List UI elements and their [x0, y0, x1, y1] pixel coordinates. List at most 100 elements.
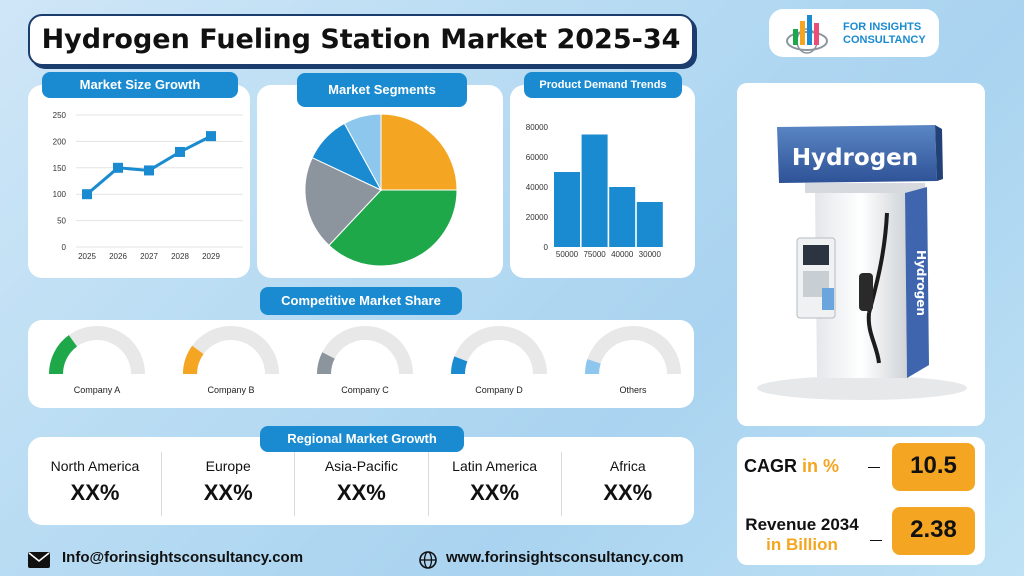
- x-tick-label: 2027: [140, 252, 158, 261]
- cagr-label-text: CAGR: [744, 456, 797, 476]
- data-point: [206, 131, 216, 142]
- market-size-header: Market Size Growth: [42, 72, 238, 98]
- revenue-dash: [870, 540, 882, 541]
- region-value: XX%: [336, 480, 386, 505]
- y-tick-label: 200: [53, 137, 67, 146]
- pump-side-text: Hydrogen: [914, 250, 928, 316]
- y-tick-label: 0: [544, 243, 549, 252]
- x-tick-label: 75000: [583, 250, 606, 259]
- hydrogen-pump-illustration: Hydrogen Hydrogen: [757, 125, 967, 400]
- demand-header: Product Demand Trends: [524, 72, 682, 98]
- regional-header: Regional Market Growth: [260, 426, 464, 452]
- revenue-value: 2.38: [892, 507, 975, 555]
- gauge-label: Company C: [341, 385, 389, 395]
- gauge-3: [317, 326, 413, 374]
- y-tick-label: 20000: [526, 213, 549, 222]
- revenue-label: Revenue 2034 in Billion: [741, 515, 863, 555]
- x-tick-label: 50000: [556, 250, 579, 259]
- gauge-2: [183, 326, 279, 374]
- pie-slice: [328, 189, 458, 267]
- logo-line2: CONSULTANCY: [843, 34, 926, 46]
- region-name: Africa: [609, 458, 646, 474]
- region-name: Latin America: [452, 458, 537, 474]
- data-point: [82, 189, 92, 200]
- bar: [581, 134, 608, 247]
- cagr-unit: in %: [802, 456, 840, 476]
- y-tick-label: 0: [62, 243, 67, 252]
- gauge-track: [49, 326, 145, 374]
- series-line: [86, 134, 212, 196]
- pie-slice: [380, 113, 458, 191]
- logo-line1: FOR INSIGHTS: [843, 21, 922, 33]
- x-tick-label: 2029: [202, 252, 220, 261]
- pump-sign-text: Hydrogen: [792, 145, 918, 171]
- cagr-dash: [868, 467, 880, 468]
- region-value: XX%: [203, 480, 253, 505]
- pie-slice: [304, 156, 382, 247]
- competitive-header: Competitive Market Share: [260, 287, 462, 315]
- y-tick-label: 50: [57, 217, 66, 226]
- y-tick-label: 60000: [526, 153, 549, 162]
- revenue-unit: in Billion: [766, 535, 838, 554]
- region-divider: [161, 452, 163, 516]
- gauge-fill: [183, 345, 204, 374]
- data-point: [113, 162, 123, 173]
- y-tick-label: 40000: [526, 183, 549, 192]
- gauge-track: [317, 326, 413, 374]
- region-value: XX%: [70, 480, 120, 505]
- gauge-5: [585, 326, 681, 374]
- gauge-track: [183, 326, 279, 374]
- x-tick-label: 2028: [171, 252, 189, 261]
- market-size-line-chart: 0 50 100 150 200 250 2025 2026 2027 2028 2029: [53, 111, 243, 261]
- bar-chart-globe-icon: [786, 15, 828, 54]
- demand-bar-chart: 0 20000 40000 60000 80000 50000 75000 40000 3000…: [526, 123, 663, 259]
- region-divider: [560, 452, 562, 516]
- cagr-label: CAGR in %: [744, 456, 839, 477]
- region-divider: [294, 452, 296, 516]
- page-title: Hydrogen Fueling Station Market 2025-34: [28, 14, 694, 66]
- market-size-card: [28, 85, 250, 278]
- region-value: XX%: [470, 480, 520, 505]
- footer-website[interactable]: www.forinsightsconsultancy.com: [446, 549, 684, 566]
- region-name: Asia-Pacific: [324, 458, 398, 474]
- region-name: North America: [50, 458, 140, 474]
- bar: [609, 187, 636, 247]
- region-divider: [427, 452, 429, 516]
- region-name: Europe: [205, 458, 251, 474]
- cagr-value: 10.5: [892, 443, 975, 491]
- pump-image-card: Hydrogen Hydrogen: [737, 83, 985, 426]
- market-segments-header: Market Segments: [297, 73, 467, 107]
- gauge-label: Company D: [475, 385, 523, 395]
- y-tick-label: 150: [53, 164, 67, 173]
- gauge-track: [451, 326, 547, 374]
- globe-icon: [419, 551, 437, 569]
- gauge-fill: [49, 335, 78, 374]
- y-tick-label: 250: [53, 111, 67, 120]
- gauge-label: Others: [619, 385, 647, 395]
- pie-slice: [343, 113, 382, 191]
- gauge-fill: [317, 352, 335, 374]
- data-point: [175, 146, 185, 157]
- footer-email[interactable]: Info@forinsightsconsultancy.com: [62, 549, 304, 566]
- gauge-fill: [585, 359, 601, 374]
- bar: [636, 202, 663, 247]
- x-tick-label: 40000: [611, 250, 634, 259]
- x-tick-label: 2025: [78, 252, 96, 261]
- gauge-track: [585, 326, 681, 374]
- logo: FOR INSIGHTS CONSULTANCY: [769, 9, 939, 57]
- x-tick-label: 30000: [639, 250, 662, 259]
- envelope-icon: [28, 552, 50, 568]
- x-tick-label: 2026: [109, 252, 127, 261]
- data-point: [144, 165, 154, 176]
- gauge-4: [451, 326, 547, 374]
- gauge-label: Company B: [207, 385, 255, 395]
- y-tick-label: 100: [53, 190, 67, 199]
- market-segments-pie-chart: [304, 113, 458, 267]
- gauge-fill: [451, 356, 468, 374]
- y-tick-label: 80000: [526, 123, 549, 132]
- gauge-label: Company A: [73, 385, 121, 395]
- region-value: XX%: [603, 480, 653, 505]
- revenue-label-text: Revenue 2034: [745, 515, 859, 534]
- gauge-1: [49, 326, 145, 374]
- bar: [554, 172, 580, 247]
